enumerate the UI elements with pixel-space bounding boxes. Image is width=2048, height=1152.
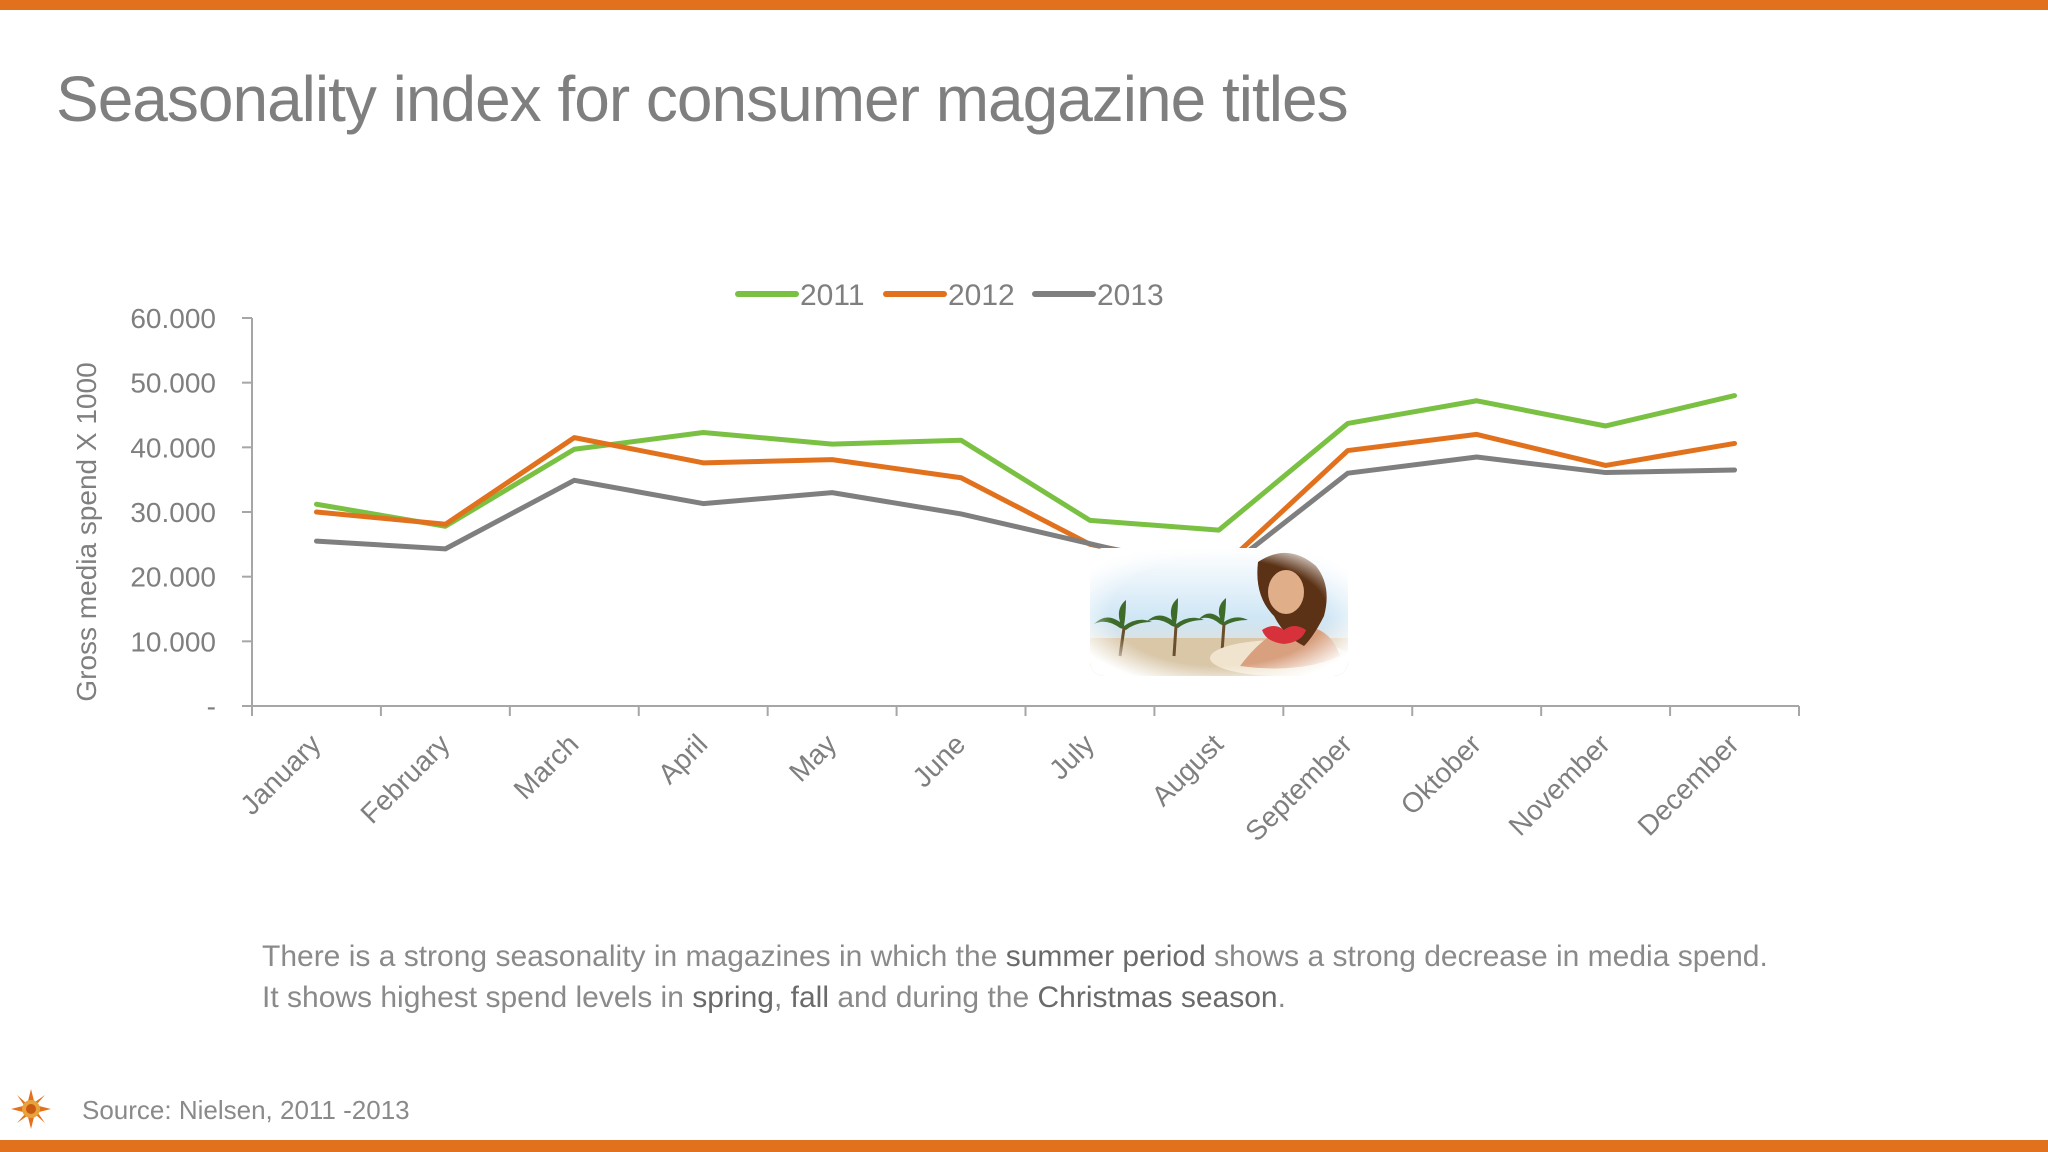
x-tick-label: December [1632, 728, 1745, 841]
series-line-2012 [313, 431, 1738, 573]
y-tick-label: 40.000 [130, 432, 216, 463]
photo-illustration [1090, 548, 1348, 676]
series-line-2013 [313, 454, 1738, 577]
bottom-accent-bar [0, 1140, 2048, 1152]
x-tick-label: June [906, 728, 971, 793]
desc-highlight-summer: summer period [1005, 940, 1206, 973]
x-tick-label: September [1239, 728, 1358, 847]
x-tick-label: Oktober [1395, 728, 1487, 820]
chart-axes: - 10.000 20.000 30.000 40.000 50.000 60.000 Jan… [71, 303, 1800, 847]
desc-text-4: and during the [829, 981, 1038, 1014]
desc-highlight-spring: spring [692, 981, 774, 1014]
legend-label-2012: 2012 [948, 279, 1015, 312]
x-tick-label: January [234, 728, 326, 820]
series-line-2011 [313, 393, 1738, 533]
x-tick-label: March [508, 728, 585, 805]
y-tick-label: - [207, 691, 216, 722]
legend-label-2011: 2011 [800, 279, 865, 312]
x-tick-label: November [1503, 728, 1616, 841]
desc-text-1: There is a strong seasonality in magazin… [262, 940, 1006, 973]
chart-legend: 2011 2012 2013 [735, 279, 1164, 312]
x-tick-label: August [1146, 728, 1230, 812]
x-tick-label: April [652, 728, 714, 790]
desc-highlight-christmas: Christmas season [1037, 981, 1278, 1014]
legend-label-2013: 2013 [1097, 279, 1164, 312]
desc-text-2: shows a strong decrease in media spend. … [262, 940, 1768, 1014]
top-accent-bar [0, 0, 2048, 10]
y-tick-label: 30.000 [130, 497, 216, 528]
desc-text-5: . [1277, 981, 1286, 1014]
x-tick-label: May [783, 728, 842, 787]
chart-series [313, 393, 1738, 577]
y-tick-label: 50.000 [130, 368, 216, 399]
y-tick-label: 10.000 [130, 626, 216, 657]
sun-logo-icon [11, 1089, 51, 1129]
y-tick-label: 60.000 [130, 303, 216, 334]
desc-highlight-fall: fall [790, 981, 829, 1014]
x-tick-label: February [354, 728, 455, 829]
y-tick-label: 20.000 [130, 562, 216, 593]
page-title: Seasonality index for consumer magazine … [56, 63, 1349, 135]
x-tick-label: July [1043, 728, 1100, 785]
chart-description: There is a strong seasonality in magazin… [262, 936, 1782, 1018]
source-note: Source: Nielsen, 2011 -2013 [82, 1095, 410, 1125]
desc-text-3: , [773, 981, 791, 1014]
beach-woman-photo [1090, 548, 1348, 676]
y-axis-title: Gross media spend X 1000 [71, 362, 102, 701]
